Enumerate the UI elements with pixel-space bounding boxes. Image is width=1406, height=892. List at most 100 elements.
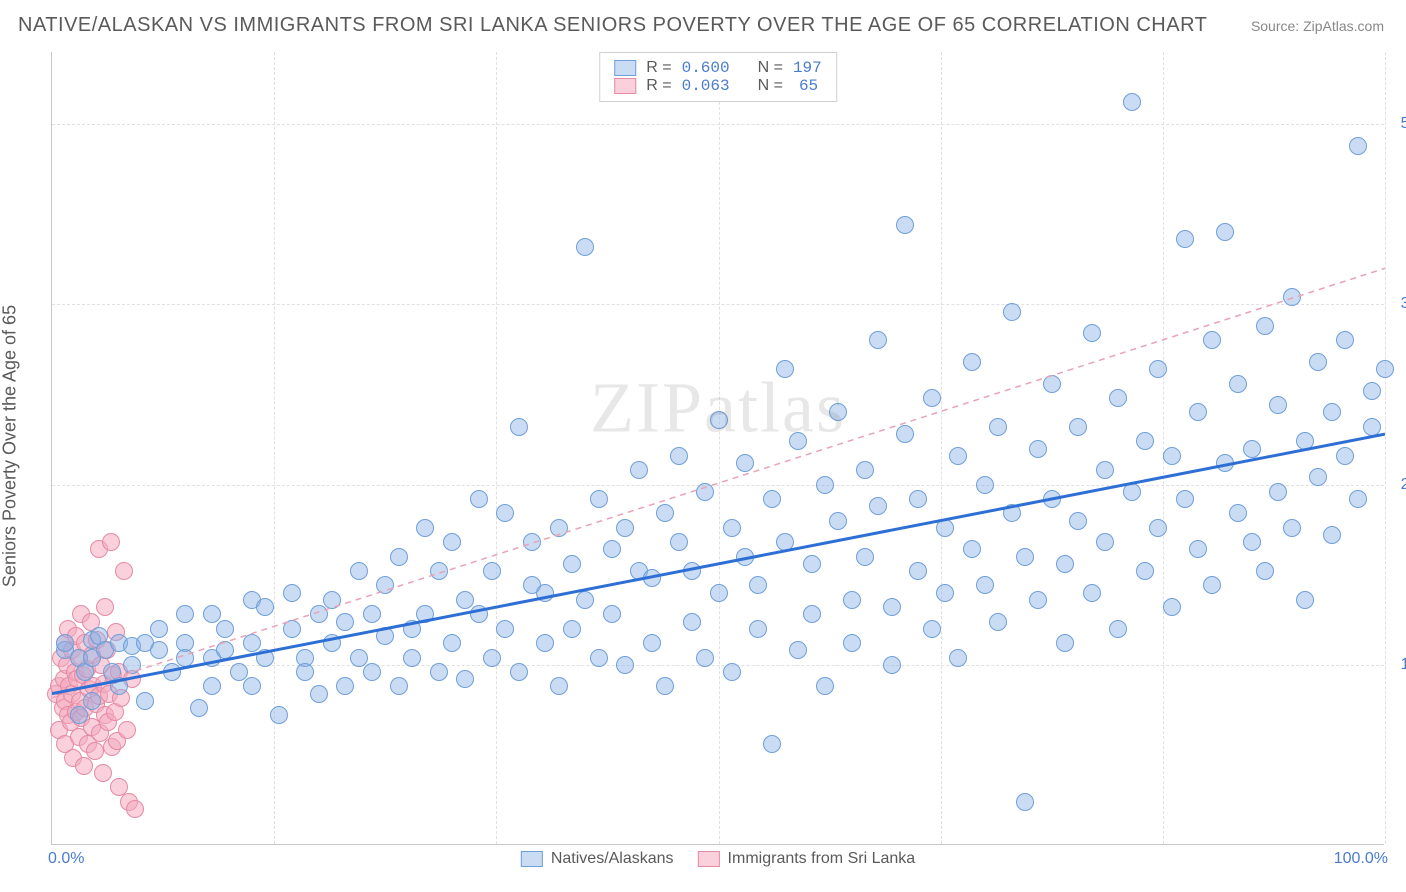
marker-pink: [102, 533, 120, 551]
marker-blue: [963, 353, 981, 371]
marker-blue: [1256, 562, 1274, 580]
marker-blue: [1123, 483, 1141, 501]
legend-row-blue: R = 0.600 N = 197: [614, 59, 822, 77]
marker-blue: [710, 411, 728, 429]
marker-blue: [1029, 440, 1047, 458]
marker-blue: [576, 591, 594, 609]
marker-blue: [550, 519, 568, 537]
marker-blue: [1323, 526, 1341, 544]
marker-blue: [1096, 533, 1114, 551]
marker-blue: [443, 533, 461, 551]
marker-blue: [643, 569, 661, 587]
marker-blue: [869, 331, 887, 349]
marker-blue: [283, 584, 301, 602]
marker-blue: [723, 519, 741, 537]
marker-blue: [1123, 93, 1141, 111]
marker-blue: [656, 677, 674, 695]
marker-blue: [283, 620, 301, 638]
marker-blue: [1003, 303, 1021, 321]
marker-pink: [115, 562, 133, 580]
marker-blue: [949, 649, 967, 667]
marker-blue: [1243, 440, 1261, 458]
marker-blue: [416, 605, 434, 623]
marker-blue: [749, 620, 767, 638]
r-value-pink: 0.063: [682, 77, 730, 95]
marker-blue: [1136, 432, 1154, 450]
marker-blue: [216, 620, 234, 638]
swatch-pink: [614, 78, 636, 94]
marker-blue: [1003, 504, 1021, 522]
marker-blue: [1083, 324, 1101, 342]
marker-pink: [94, 764, 112, 782]
marker-blue: [350, 562, 368, 580]
marker-blue: [1136, 562, 1154, 580]
marker-blue: [203, 605, 221, 623]
marker-blue: [696, 649, 714, 667]
marker-blue: [430, 663, 448, 681]
marker-blue: [1296, 432, 1314, 450]
marker-blue: [1016, 548, 1034, 566]
marker-blue: [643, 634, 661, 652]
marker-blue: [1216, 223, 1234, 241]
marker-blue: [1349, 137, 1367, 155]
marker-blue: [256, 598, 274, 616]
marker-blue: [1363, 418, 1381, 436]
marker-blue: [1016, 793, 1034, 811]
marker-blue: [923, 620, 941, 638]
gridline-v: [496, 52, 497, 844]
marker-blue: [403, 649, 421, 667]
n-value-pink: 65: [793, 77, 818, 95]
marker-blue: [270, 706, 288, 724]
marker-blue: [683, 562, 701, 580]
marker-blue: [296, 663, 314, 681]
marker-blue: [323, 634, 341, 652]
marker-blue: [1283, 519, 1301, 537]
series-legend: Natives/Alaskans Immigrants from Sri Lan…: [521, 850, 915, 868]
y-tick-label: 12.5%: [1391, 656, 1406, 674]
y-tick-label: 37.5%: [1391, 295, 1406, 313]
marker-blue: [550, 677, 568, 695]
marker-blue: [1349, 490, 1367, 508]
marker-blue: [403, 620, 421, 638]
gridline-v: [1385, 52, 1386, 844]
marker-blue: [843, 634, 861, 652]
marker-blue: [510, 418, 528, 436]
marker-blue: [856, 461, 874, 479]
marker-blue: [376, 576, 394, 594]
marker-blue: [656, 504, 674, 522]
marker-blue: [536, 584, 554, 602]
chart-title: NATIVE/ALASKAN VS IMMIGRANTS FROM SRI LA…: [18, 14, 1207, 37]
marker-blue: [869, 497, 887, 515]
swatch-pink-icon: [698, 851, 720, 867]
marker-blue: [603, 540, 621, 558]
marker-blue: [776, 533, 794, 551]
gridline-v: [274, 52, 275, 844]
marker-blue: [923, 389, 941, 407]
marker-blue: [483, 562, 501, 580]
marker-blue: [430, 562, 448, 580]
marker-blue: [1069, 512, 1087, 530]
marker-blue: [1203, 331, 1221, 349]
marker-blue: [243, 677, 261, 695]
r-label: R =: [646, 77, 671, 95]
marker-blue: [590, 490, 608, 508]
marker-blue: [510, 663, 528, 681]
marker-blue: [243, 634, 261, 652]
marker-blue: [789, 641, 807, 659]
marker-blue: [829, 512, 847, 530]
marker-blue: [1256, 317, 1274, 335]
marker-blue: [350, 649, 368, 667]
marker-blue: [803, 555, 821, 573]
marker-blue: [816, 677, 834, 695]
marker-blue: [749, 576, 767, 594]
marker-blue: [230, 663, 248, 681]
marker-blue: [1109, 620, 1127, 638]
marker-blue: [110, 677, 128, 695]
gridline-v: [941, 52, 942, 844]
marker-blue: [1189, 540, 1207, 558]
marker-blue: [723, 663, 741, 681]
swatch-blue: [614, 60, 636, 76]
marker-blue: [1336, 331, 1354, 349]
marker-blue: [1323, 403, 1341, 421]
legend-label-blue: Natives/Alaskans: [551, 850, 674, 868]
